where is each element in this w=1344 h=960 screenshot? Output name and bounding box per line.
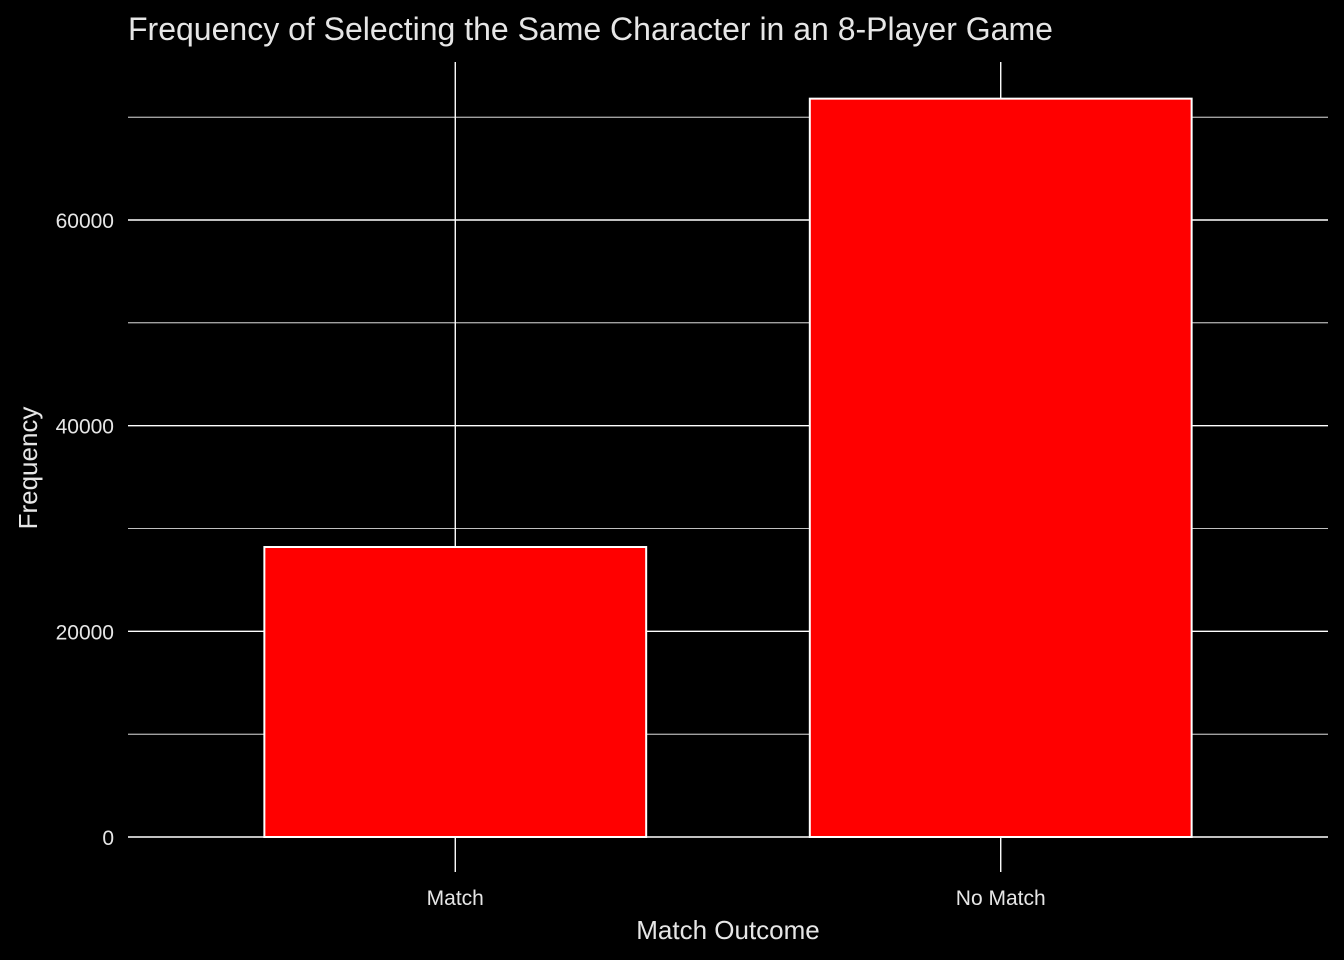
bars [263,97,1193,838]
chart-title: Frequency of Selecting the Same Characte… [128,11,1053,47]
bar-match [263,546,648,838]
y-tick-label: 60000 [56,210,114,233]
y-tick-label: 0 [102,827,114,850]
x-tick-label: Match [427,887,484,910]
x-axis-title: Match Outcome [636,915,820,945]
y-axis-ticks: 0 20000 40000 60000 [56,210,114,850]
y-tick-label: 40000 [56,416,114,439]
bar-no-match [808,97,1193,838]
x-tick-label: No Match [956,887,1046,910]
y-axis-title: Frequency [13,407,43,530]
x-axis-ticks: Match No Match [427,887,1046,910]
y-tick-label: 20000 [56,621,114,644]
